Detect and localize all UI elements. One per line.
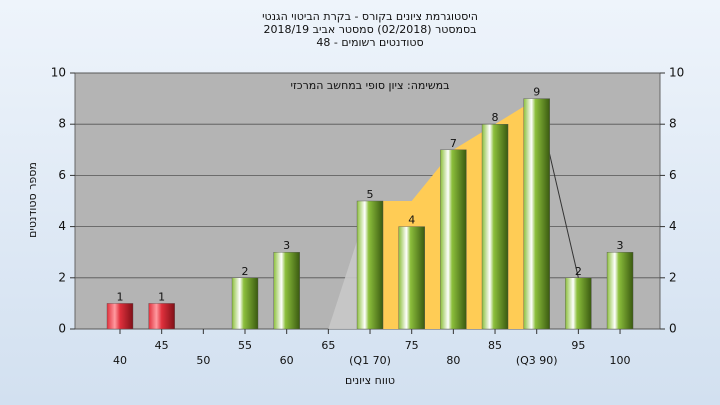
y-axis-label: מספר סטודנטים — [26, 162, 39, 238]
x-tick-label: 45 — [155, 339, 169, 352]
y-tick-label: 6 — [58, 168, 66, 182]
y-tick-label: 0 — [58, 322, 66, 336]
x-tick-label: 85 — [488, 339, 502, 352]
data-label: 7 — [450, 137, 457, 150]
bar — [231, 277, 259, 330]
x-tick-label: (Q1 70) — [349, 354, 391, 367]
y-tick-label: 10 — [669, 66, 684, 80]
y-tick-label: 0 — [669, 322, 677, 336]
y-tick-label: 4 — [58, 219, 66, 233]
data-label: 5 — [367, 188, 374, 201]
y-tick-label: 8 — [58, 117, 66, 131]
data-label: 3 — [283, 239, 290, 252]
x-tick-label: (Q3 90) — [516, 354, 558, 367]
data-label: 1 — [158, 290, 165, 303]
data-label: 3 — [617, 239, 624, 252]
bar — [606, 251, 634, 330]
bar — [356, 200, 384, 330]
x-tick-label: 55 — [238, 339, 252, 352]
x-tick-label: 95 — [571, 339, 585, 352]
bar — [440, 149, 467, 330]
marks: 0 0 2 2 4 4 6 6 8 8 10 10 40 1 45 1 50 55 2 60 3 65 (Q1 70) 5 75… — [51, 66, 685, 368]
y-tick-label: 4 — [669, 219, 677, 233]
bar — [481, 123, 509, 330]
title-line: היסטוגרמת ציונים בקורס - בקרת הביטוי הגנ… — [262, 10, 478, 23]
data-label: 8 — [492, 111, 499, 124]
bar — [398, 226, 425, 330]
data-label: 2 — [575, 265, 582, 278]
y-tick-label: 6 — [669, 168, 677, 182]
bar — [565, 277, 592, 330]
y-tick-label: 10 — [51, 66, 66, 80]
x-tick-label: 60 — [280, 354, 294, 367]
data-label: 9 — [533, 86, 540, 99]
x-tick-label: 100 — [610, 354, 631, 367]
x-tick-label: 50 — [196, 354, 210, 367]
x-tick-label: 80 — [446, 354, 460, 367]
bar — [523, 98, 550, 330]
x-axis-label: טווח ציונים — [345, 374, 395, 387]
title-line: בסמסטר (02/2018) סמסטר אביב 2018/19 — [263, 23, 476, 36]
y-tick-label: 8 — [669, 117, 677, 131]
y-tick-label: 2 — [669, 270, 677, 284]
bar — [273, 251, 300, 330]
y-tick-label: 2 — [58, 270, 66, 284]
bar — [148, 303, 175, 330]
title-line: סטודנטים רשומים - 48 — [316, 36, 423, 49]
x-tick-label: 40 — [113, 354, 127, 367]
bar — [106, 303, 134, 330]
data-label: 2 — [242, 265, 249, 278]
x-tick-label: 65 — [321, 339, 335, 352]
x-tick-label: 75 — [405, 339, 419, 352]
annotation: במשימה: ציון סופי במחשב המרכזי — [290, 79, 449, 92]
data-label: 1 — [117, 290, 124, 303]
data-label: 4 — [408, 214, 415, 227]
